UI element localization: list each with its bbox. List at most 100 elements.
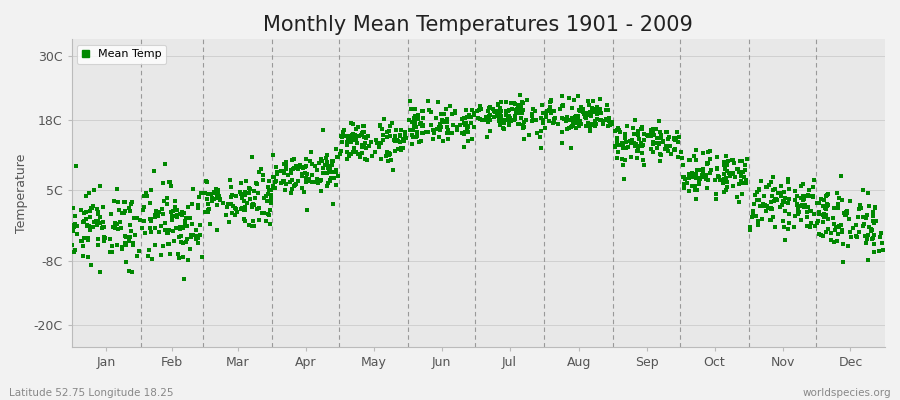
Point <box>650 134 664 141</box>
Point <box>496 125 510 132</box>
Point <box>327 175 341 181</box>
Point <box>582 122 597 128</box>
Point <box>510 110 525 116</box>
Point <box>127 215 141 221</box>
Point <box>640 132 654 138</box>
Point <box>112 207 127 214</box>
Point <box>681 157 696 163</box>
Point <box>324 175 338 181</box>
Point <box>137 193 151 199</box>
Point <box>405 140 419 147</box>
Point <box>853 202 868 208</box>
Point <box>526 106 541 113</box>
Point <box>221 201 236 207</box>
Point <box>676 174 690 180</box>
Point <box>492 105 507 111</box>
Point <box>129 232 143 239</box>
Point <box>190 240 204 246</box>
Point <box>832 195 847 202</box>
Point <box>732 169 746 175</box>
Point <box>554 115 569 121</box>
Point <box>184 200 199 207</box>
Point <box>670 129 684 136</box>
Point <box>394 145 409 151</box>
Point <box>246 201 260 208</box>
Point <box>79 209 94 215</box>
Point <box>243 185 257 192</box>
Point <box>836 241 850 247</box>
Point <box>294 171 309 178</box>
Point <box>494 107 508 114</box>
Point <box>406 126 420 133</box>
Point <box>821 216 835 222</box>
Point <box>788 224 802 230</box>
Point <box>306 179 320 185</box>
Point <box>776 198 790 204</box>
Point <box>828 224 842 230</box>
Point <box>623 138 637 144</box>
Point <box>369 137 383 143</box>
Point <box>486 114 500 120</box>
Point <box>809 220 824 227</box>
Point <box>150 213 165 219</box>
Point <box>856 186 870 193</box>
Point <box>157 198 171 205</box>
Point <box>596 120 610 126</box>
Point <box>379 152 393 159</box>
Point <box>339 142 354 148</box>
Point <box>158 161 172 167</box>
Point <box>155 206 169 212</box>
Point <box>547 116 562 122</box>
Point <box>544 97 558 103</box>
Point <box>763 217 778 223</box>
Point <box>164 209 178 215</box>
Point <box>637 162 652 169</box>
Point <box>126 240 140 247</box>
Point <box>166 238 181 244</box>
Point <box>811 200 825 206</box>
Point <box>866 209 880 216</box>
Point <box>500 117 515 123</box>
Point <box>756 202 770 209</box>
Point <box>422 107 436 114</box>
Point <box>860 257 875 264</box>
Point <box>671 139 686 146</box>
Point <box>68 213 82 219</box>
Point <box>491 113 505 119</box>
Point <box>757 193 771 199</box>
Point <box>222 218 237 225</box>
Point <box>82 223 96 230</box>
Point <box>267 179 282 185</box>
Point <box>222 176 237 183</box>
Point <box>170 206 184 213</box>
Point <box>819 193 833 199</box>
Point <box>838 212 852 218</box>
Point <box>688 170 703 177</box>
Point <box>825 215 840 222</box>
Point <box>669 136 683 143</box>
Point <box>409 124 423 131</box>
Point <box>228 205 242 212</box>
Point <box>81 234 95 241</box>
Point <box>584 113 598 119</box>
Point <box>200 179 214 185</box>
Point <box>104 236 118 242</box>
Point <box>242 222 256 229</box>
Point <box>528 107 543 114</box>
Point <box>350 140 365 146</box>
Point <box>509 106 524 112</box>
Point <box>519 97 534 104</box>
Point <box>603 122 617 128</box>
Point <box>572 123 587 129</box>
Point <box>720 168 734 174</box>
Point <box>285 176 300 183</box>
Point <box>717 176 732 182</box>
Point <box>601 115 616 121</box>
Point <box>358 134 373 141</box>
Point <box>353 153 367 160</box>
Point <box>616 145 631 152</box>
Point <box>134 225 148 231</box>
Point <box>572 107 586 114</box>
Point <box>685 171 699 178</box>
Point <box>393 144 408 151</box>
